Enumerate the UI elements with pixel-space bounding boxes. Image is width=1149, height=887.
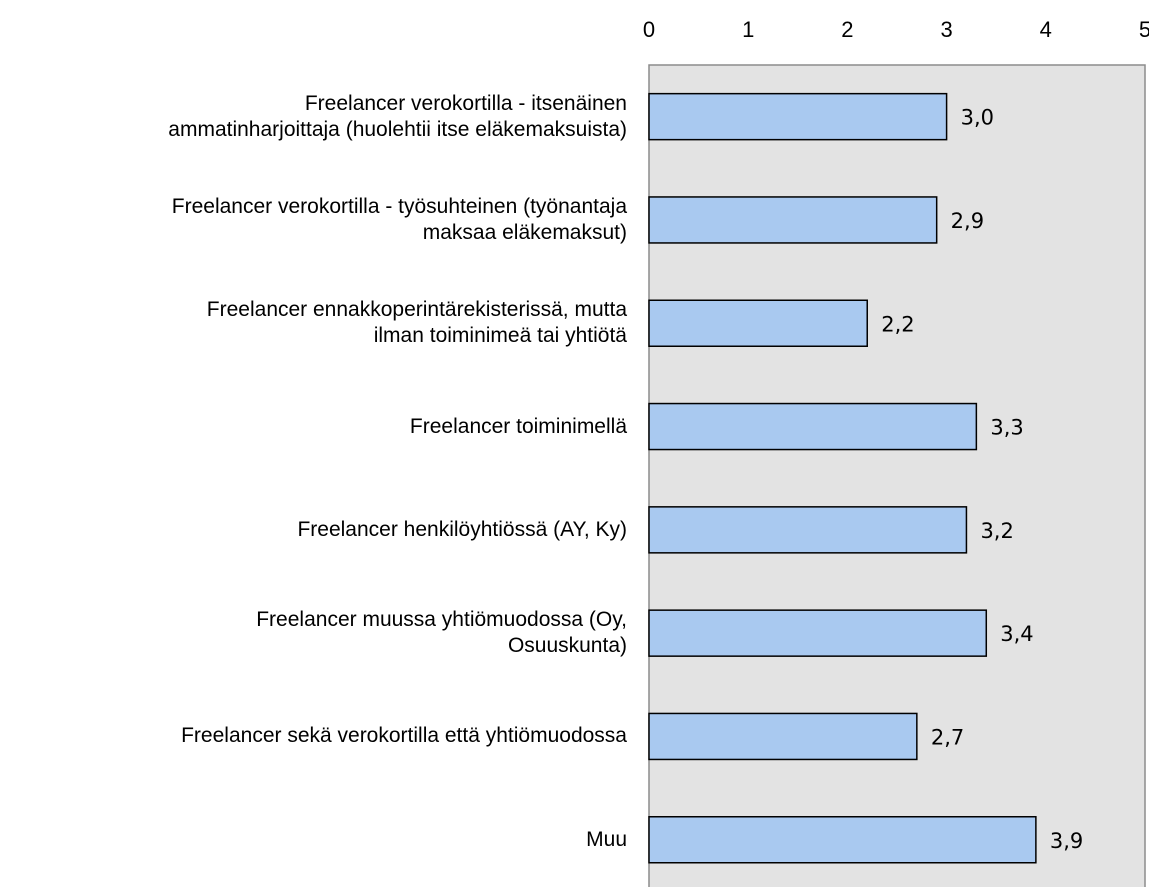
value-label: 3,2 [980, 519, 1013, 543]
bar [648, 712, 918, 761]
x-tick-label: 5 [1139, 17, 1149, 42]
x-tick-label: 1 [742, 17, 754, 42]
category-label: Freelancer toiminimellä [409, 414, 627, 438]
category-label: Freelancer ennakkoperintärekisterissä, m… [206, 298, 627, 348]
bar [648, 299, 868, 347]
x-tick-label: 4 [1040, 17, 1052, 42]
bar [648, 816, 1037, 864]
value-label: 2,2 [881, 312, 914, 336]
value-label: 3,0 [961, 106, 994, 130]
category-label: Freelancer muussa yhtiömuodossa (Oy, Osu… [256, 608, 627, 658]
category-label: Freelancer verokortilla - itsenäinen amm… [168, 91, 627, 141]
x-tick-label: 3 [940, 17, 952, 42]
category-label: Muu [586, 827, 627, 851]
bar [648, 92, 948, 141]
category-label: Freelancer verokortilla - työsuhteinen (… [171, 194, 627, 244]
category-label: Freelancer sekä verokortilla että yhtiöm… [181, 724, 627, 748]
value-label: 3,4 [1000, 622, 1033, 646]
bar [648, 402, 978, 451]
value-label: 2,9 [951, 209, 984, 233]
bar [648, 196, 938, 244]
category-label: Freelancer henkilöyhtiössä (AY, Ky) [297, 517, 627, 541]
plot-area [648, 64, 1146, 887]
x-tick-label: 0 [643, 17, 655, 42]
value-label: 3,3 [990, 416, 1023, 440]
bar [648, 609, 988, 657]
value-label: 3,9 [1050, 829, 1083, 853]
value-label: 2,7 [931, 725, 964, 749]
x-tick-label: 2 [841, 17, 853, 42]
bar [648, 506, 968, 554]
